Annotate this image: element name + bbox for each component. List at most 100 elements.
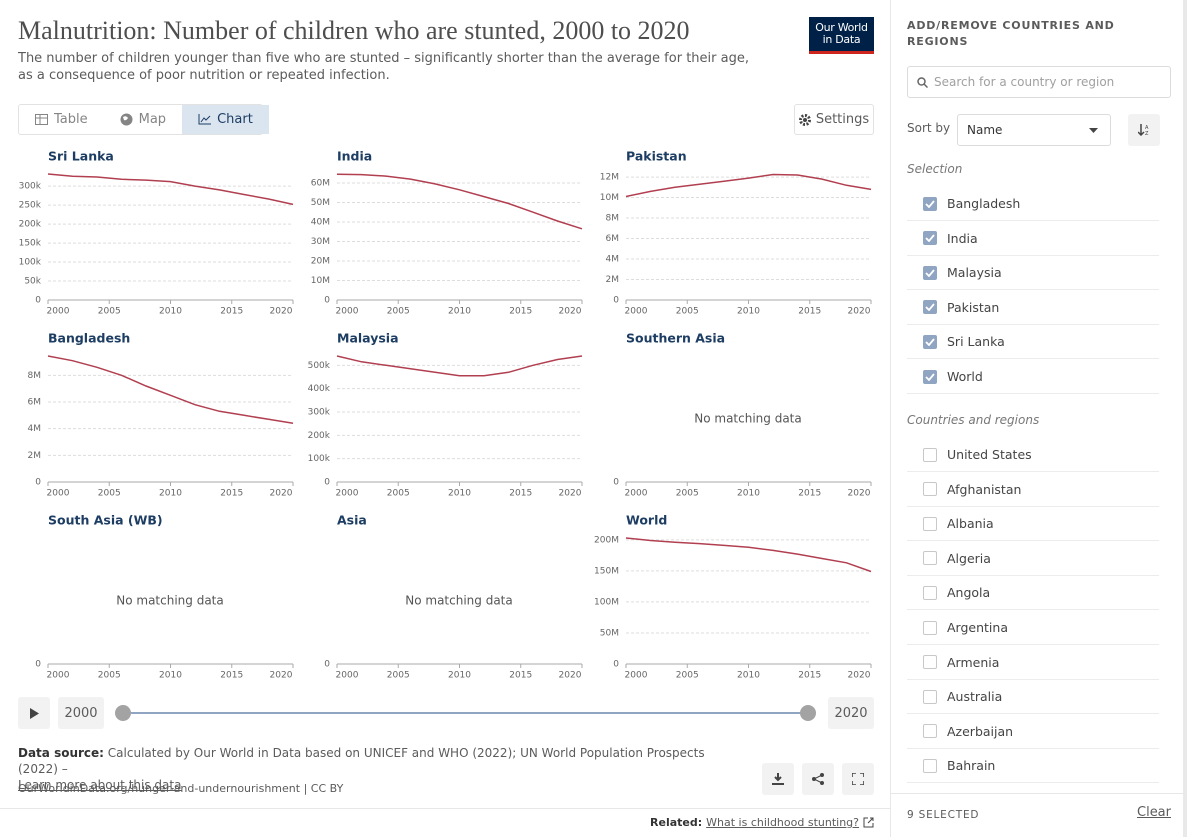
- chart-grid: Sri Lanka 0 50k 100k 150k 200k 250k 300k 2000 200…: [19, 149, 872, 681]
- checkbox[interactable]: [923, 655, 937, 670]
- tab[interactable]: Map: [104, 105, 182, 134]
- others-heading: Countries and regions: [907, 413, 1040, 427]
- y-tick-label: 0: [35, 478, 41, 488]
- y-tick-label: 500k: [308, 361, 331, 371]
- x-tick-label: 2015: [220, 489, 243, 499]
- entity-label: Bahrain: [947, 758, 996, 774]
- entity-label: Albania: [947, 516, 994, 532]
- checkbox[interactable]: [923, 231, 937, 246]
- entity-row[interactable]: World: [907, 360, 1159, 394]
- fullscreen-button[interactable]: [842, 763, 874, 795]
- entity-row[interactable]: Argentina: [907, 611, 1159, 645]
- y-tick-label: 0: [35, 660, 41, 670]
- caret-icon: [1089, 127, 1098, 133]
- chart-icon: [198, 114, 212, 125]
- entity-row[interactable]: Malaysia: [907, 256, 1159, 291]
- panel-title: World: [626, 513, 667, 528]
- y-tick-label: 0: [324, 660, 330, 670]
- checkbox[interactable]: [923, 516, 937, 531]
- tab[interactable]: Table: [19, 105, 104, 134]
- x-tick-label: 2000: [47, 489, 70, 499]
- x-tick-label: 2015: [220, 671, 243, 681]
- logo[interactable]: Our World in Data: [809, 17, 874, 54]
- y-tick-label: 6M: [28, 398, 42, 408]
- checkbox[interactable]: [923, 369, 937, 384]
- map-icon: [120, 113, 133, 126]
- timeline-handle[interactable]: [800, 705, 816, 721]
- timeline-slider[interactable]: [112, 700, 820, 726]
- timeline-handle[interactable]: [115, 705, 131, 721]
- check-icon: [925, 269, 935, 277]
- no-data-message: No matching data: [694, 412, 801, 426]
- x-tick-label: 2010: [159, 489, 182, 499]
- entity-row[interactable]: Pakistan: [907, 291, 1159, 325]
- entity-row[interactable]: Albania: [907, 507, 1159, 542]
- checkbox[interactable]: [923, 334, 937, 349]
- entity-row[interactable]: Angola: [907, 576, 1159, 611]
- entity-row[interactable]: United States: [907, 438, 1159, 472]
- entity-row[interactable]: Australia: [907, 680, 1159, 715]
- timeline-end[interactable]: 2020: [828, 697, 874, 729]
- entity-row[interactable]: Sri Lanka: [907, 325, 1159, 360]
- checkbox[interactable]: [923, 551, 937, 566]
- y-tick-label: 2M: [606, 275, 620, 285]
- share-icon: [812, 773, 824, 785]
- y-tick-label: 200M: [594, 535, 619, 545]
- check-icon: [925, 199, 935, 208]
- search-box[interactable]: Search for a country or region: [907, 66, 1171, 98]
- x-tick-label: 2010: [737, 489, 760, 499]
- entity-label: Algeria: [947, 550, 991, 566]
- entity-label: Pakistan: [947, 299, 1000, 315]
- y-tick-label: 100M: [594, 597, 619, 607]
- y-tick-label: 0: [613, 296, 619, 306]
- checkbox[interactable]: [923, 447, 937, 462]
- share-button[interactable]: [802, 763, 834, 795]
- y-tick-label: 30M: [311, 237, 330, 247]
- tab[interactable]: Chart: [182, 105, 269, 134]
- y-tick-label: 20M: [311, 256, 330, 266]
- gear-icon: [798, 113, 811, 126]
- entity-row[interactable]: India: [907, 222, 1159, 256]
- play-button[interactable]: [18, 697, 50, 729]
- entity-row[interactable]: Armenia: [907, 646, 1159, 680]
- entity-row[interactable]: Afghanistan: [907, 473, 1159, 507]
- sidebar-footer: 9 SELECTED Clear: [891, 793, 1187, 838]
- checkbox[interactable]: [923, 724, 937, 739]
- checkbox[interactable]: [923, 196, 937, 211]
- checkbox[interactable]: [923, 265, 937, 280]
- x-tick-label: 2020: [270, 671, 293, 681]
- check-icon: [925, 303, 935, 312]
- related-link[interactable]: What is childhood stunting?: [706, 816, 859, 829]
- table-icon: [35, 114, 48, 125]
- entity-row[interactable]: Algeria: [907, 542, 1159, 576]
- clear-button[interactable]: Clear: [1137, 805, 1171, 820]
- sort-value: Name: [967, 123, 1003, 137]
- entity-label: Azerbaijan: [947, 723, 1014, 739]
- x-tick-label: 2020: [848, 671, 871, 681]
- divider: [0, 808, 890, 809]
- download-button[interactable]: [762, 763, 794, 795]
- x-tick-label: 2020: [848, 307, 871, 317]
- logo-line: Our World: [815, 21, 868, 34]
- settings-button[interactable]: Settings: [794, 104, 874, 135]
- checkbox[interactable]: [923, 482, 937, 497]
- x-tick-label: 2005: [98, 307, 121, 317]
- y-tick-label: 300k: [308, 408, 331, 418]
- checkbox[interactable]: [923, 300, 937, 315]
- checkbox[interactable]: [923, 689, 937, 704]
- timeline-start[interactable]: 2000: [58, 697, 104, 729]
- x-tick-label: 2000: [47, 307, 70, 317]
- entity-row[interactable]: Bangladesh: [907, 187, 1159, 221]
- checkbox[interactable]: [923, 620, 937, 635]
- checkbox[interactable]: [923, 585, 937, 600]
- learn-more-link[interactable]: Learn more about this data: [18, 778, 182, 792]
- scrollbar: [1183, 0, 1187, 837]
- entity-row[interactable]: Azerbaijan: [907, 715, 1159, 749]
- entity-row[interactable]: Bahrain: [907, 749, 1159, 784]
- checkbox[interactable]: [923, 758, 937, 773]
- x-tick-label: 2010: [159, 307, 182, 317]
- sort-select[interactable]: Name: [957, 114, 1111, 146]
- fullscreen-icon: [852, 773, 864, 785]
